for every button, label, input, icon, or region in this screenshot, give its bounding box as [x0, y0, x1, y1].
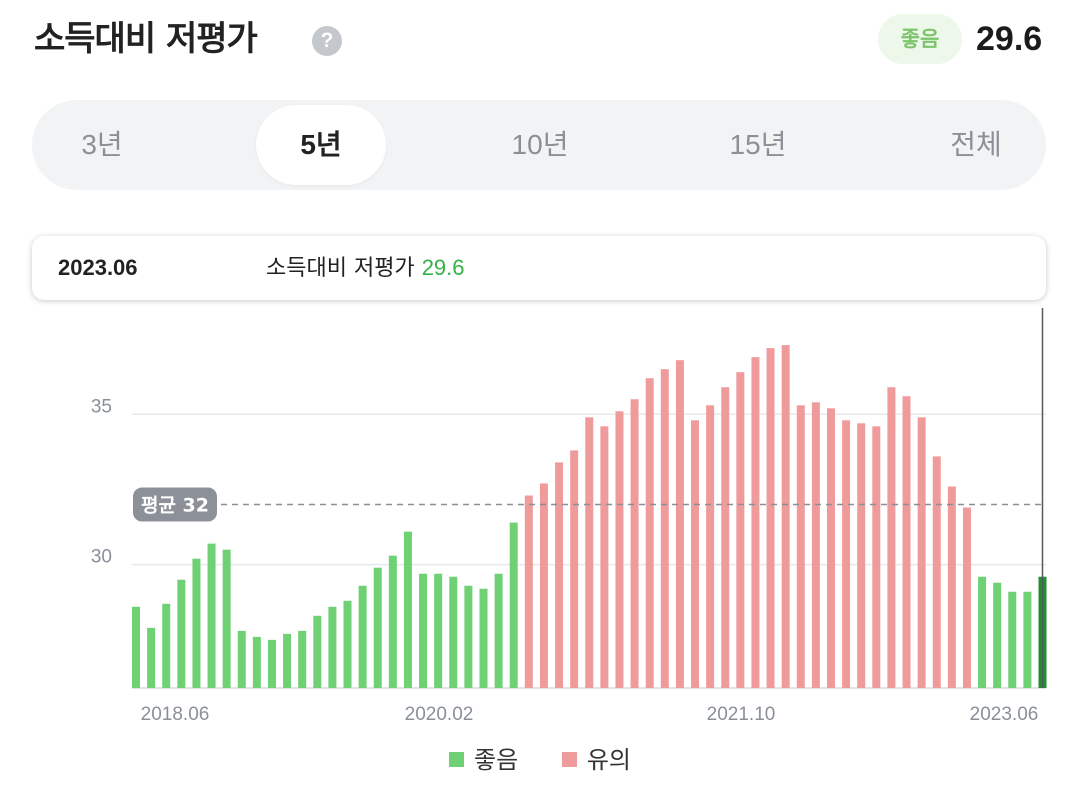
- tooltip-label: 소득대비 저평가 29.6: [266, 236, 465, 301]
- bar-good: [192, 558, 201, 688]
- legend-item-good[interactable]: 좋음: [449, 740, 518, 780]
- bar-caution: [539, 483, 548, 688]
- bar-caution: [660, 369, 669, 688]
- bar-caution: [902, 396, 911, 688]
- bar-good: [267, 639, 276, 688]
- bar-caution: [811, 402, 820, 688]
- bar-caution: [842, 420, 851, 688]
- bar-good: [993, 582, 1002, 688]
- x-tick-label: 2023.06: [970, 704, 1039, 725]
- bar-good: [283, 633, 292, 688]
- average-badge: [133, 487, 217, 522]
- period-tabs: 3년 5년 10년 15년 전체: [32, 100, 1046, 190]
- tooltip-value: 29.6: [421, 255, 465, 280]
- bar-caution: [555, 462, 564, 688]
- page-title: 소득대비 저평가: [34, 19, 258, 59]
- bar-good: [343, 600, 352, 688]
- bar-caution: [857, 423, 866, 688]
- legend-label-good: 좋음: [474, 746, 519, 774]
- bar-good: [509, 522, 518, 688]
- bar-good: [222, 549, 231, 688]
- legend-swatch-caution: [561, 751, 577, 767]
- bar-good: [388, 555, 397, 688]
- bar-caution: [751, 357, 760, 688]
- bar-good: [177, 579, 186, 688]
- x-tick-label: 2021.10: [707, 704, 776, 725]
- tab-10y[interactable]: 10년: [511, 129, 569, 160]
- chart-tooltip: 2023.06 소득대비 저평가 29.6: [32, 236, 1046, 300]
- x-tick-label: 2018.06: [141, 704, 210, 725]
- tab-3y[interactable]: 3년: [81, 129, 123, 160]
- score-value: 29.6: [976, 20, 1043, 58]
- status-badge: 좋음: [878, 14, 962, 64]
- bar-good: [328, 606, 337, 688]
- bar-caution: [524, 495, 533, 688]
- legend-label-caution: 유의: [586, 746, 631, 774]
- bar-good: [207, 543, 216, 688]
- bar-caution: [570, 450, 579, 688]
- bar-good: [147, 627, 156, 688]
- bar-good: [419, 573, 428, 688]
- bar-good: [313, 615, 322, 688]
- bar-good: [479, 588, 488, 688]
- tab-15y[interactable]: 15년: [729, 129, 787, 160]
- bar-caution: [826, 408, 835, 688]
- bar-good: [252, 636, 261, 688]
- bar-good: [298, 630, 307, 688]
- bar-good: [132, 606, 140, 688]
- average-label: 평균 32: [141, 495, 209, 517]
- bar-good: [434, 573, 443, 688]
- bar-caution: [932, 456, 941, 688]
- bar-chart[interactable]: 30 35 평균 32 2018.06 2020.02 2021.10 2023.06: [0, 300, 1080, 740]
- y-tick-label: 35: [91, 396, 112, 417]
- bar-good: [449, 576, 458, 688]
- bar-good: [1008, 591, 1017, 688]
- question-circle-icon[interactable]: ?: [312, 26, 342, 56]
- legend-swatch-good: [449, 751, 464, 767]
- bar-caution: [645, 378, 654, 688]
- tooltip-date: 2023.06: [58, 255, 138, 280]
- bar-caution: [675, 360, 684, 688]
- bar-caution: [781, 345, 790, 688]
- bar-caution: [872, 426, 881, 688]
- bar-good: [358, 585, 367, 688]
- bar-good: [494, 573, 503, 688]
- bar-caution: [691, 420, 700, 688]
- bar-good: [162, 603, 171, 688]
- tooltip-metric-name: 소득대비 저평가: [266, 256, 415, 281]
- bar-caution: [615, 411, 624, 688]
- bar-caution: [796, 405, 805, 688]
- bar-good: [464, 585, 473, 688]
- bar-caution: [766, 348, 775, 688]
- bar-caution: [917, 417, 926, 688]
- legend-item-caution[interactable]: 유의: [561, 740, 631, 780]
- bar-caution: [962, 507, 971, 688]
- bar-good: [373, 567, 382, 688]
- bar-good: [1023, 591, 1032, 688]
- bar-good: [403, 531, 412, 688]
- bar-caution: [887, 387, 896, 688]
- bar-good: [978, 576, 987, 688]
- bar-caution: [630, 399, 639, 688]
- bar-caution: [947, 486, 956, 688]
- tab-5y[interactable]: 5년: [256, 105, 386, 185]
- bar-good: [237, 630, 246, 688]
- bar-caution: [585, 417, 594, 688]
- x-tick-label: 2020.02: [405, 704, 474, 725]
- bar-caution: [721, 387, 730, 688]
- tab-all[interactable]: 전체: [950, 129, 1002, 160]
- bar-caution: [706, 405, 715, 688]
- y-tick-label: 30: [91, 547, 112, 568]
- chart-legend: 좋음 유의: [0, 740, 1080, 780]
- bar-caution: [600, 426, 609, 688]
- bar-caution: [736, 372, 745, 688]
